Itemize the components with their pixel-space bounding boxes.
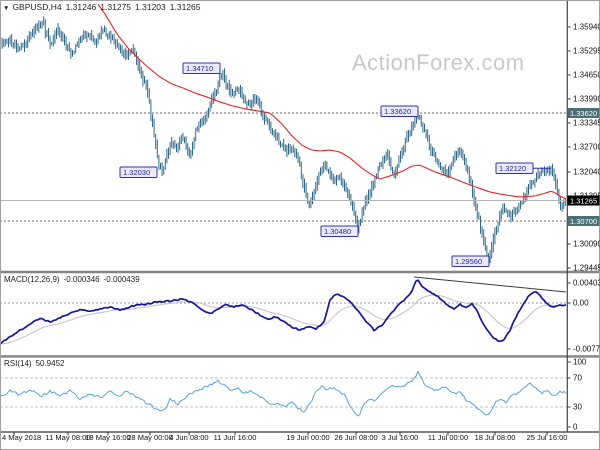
macd-value-signal: -0.000439 — [103, 275, 140, 284]
macd-trendline[interactable] — [413, 276, 567, 293]
time-axis-label: 18 Jul 08:00 — [475, 433, 516, 442]
annotation-label: 1.32030 — [123, 168, 150, 177]
rsi-header: RSI(14) 50.9452 — [4, 359, 64, 368]
annotation-label: 1.29560 — [455, 257, 482, 266]
annotation-box[interactable] — [119, 166, 158, 178]
time-axis-label: 11 May 08:00 — [46, 433, 91, 442]
price-axis-label: 1.30090 — [573, 240, 600, 249]
rsi-axis-label: 70 — [573, 374, 582, 383]
macd-header: MACD(12,26,9) -0.000346 -0.000439 — [4, 275, 140, 284]
price-axis-label: 1.35295 — [573, 47, 600, 56]
rsi-axis-label: 0 — [573, 423, 578, 432]
price-axis-label: 1.34650 — [573, 71, 600, 80]
time-axis-label: 26 Jun 08:00 — [334, 433, 377, 442]
price-axis-label: 1.33345 — [573, 119, 600, 128]
symbol-dropdown-icon[interactable]: ▼ — [3, 5, 10, 12]
macd-axis-label: 0.00403 — [573, 279, 600, 288]
macd-axis-label: 0.00 — [573, 299, 589, 308]
rsi-indicator-label: RSI(14) — [4, 359, 32, 368]
time-axis-label: 19 Jun 00:00 — [286, 433, 329, 442]
quote-open: 1.31246 — [65, 2, 97, 12]
quote-close: 1.31265 — [169, 2, 201, 12]
price-annotation-1.32030[interactable]: 1.32030 — [119, 166, 158, 178]
annotation-label: 1.33620 — [384, 107, 411, 116]
price-annotation-1.32120[interactable]: 1.32120 — [495, 162, 551, 174]
rsi-axis-label: 30 — [573, 403, 582, 412]
time-axis-label: 18 May 16:00 — [85, 433, 130, 442]
price-badge-1.30700 — [567, 216, 600, 226]
time-axis-label: 11 Jun 16:00 — [214, 433, 257, 442]
time-axis-label: 4 May 2018 — [2, 433, 41, 442]
annotation-box[interactable] — [182, 62, 221, 74]
time-axis-label: 4 Jun 08:00 — [169, 433, 208, 442]
price-badge-1.33620 — [567, 108, 600, 118]
annotation-box[interactable] — [451, 255, 490, 267]
time-axis-label: 11 Jul 00:00 — [428, 433, 468, 442]
macd-axis-label: -0.007711 — [573, 345, 600, 354]
title-bar: ▼ GBPUSD,H4 1.31246 1.31275 1.31203 1.31265 — [3, 2, 201, 12]
macd-value-main: -0.000346 — [63, 275, 100, 284]
price-axis-label: 1.32700 — [573, 143, 600, 152]
symbol-timeframe: GBPUSD,H4 — [12, 2, 62, 12]
rsi-line — [0, 370, 567, 417]
annotation-box[interactable] — [380, 105, 419, 117]
price-annotation-1.33620[interactable]: 1.33620 — [380, 105, 419, 117]
watermark: ActionForex.com — [352, 50, 525, 75]
price-badge-label: 1.30700 — [570, 217, 597, 226]
price-badge-label: 1.31265 — [570, 196, 597, 205]
rsi-value: 50.9452 — [35, 359, 65, 368]
quote-low: 1.31203 — [135, 2, 166, 12]
price-annotation-1.30480[interactable]: 1.30480 — [320, 225, 359, 237]
price-annotation-1.34710[interactable]: 1.34710 — [182, 62, 221, 74]
annotation-box[interactable] — [495, 162, 534, 174]
price-axis-label: 1.32040 — [573, 168, 600, 177]
time-axis-label: 3 Jul 16:00 — [382, 433, 419, 442]
price-axis-label: 1.35940 — [573, 23, 600, 32]
rsi-axis-label: 100 — [573, 358, 587, 367]
time-axis-label: 28 May 00:00 — [127, 433, 172, 442]
price-badge-1.31265 — [567, 195, 600, 206]
moving-average-line[interactable] — [97, 3, 567, 200]
annotation-label: 1.34710 — [186, 64, 213, 73]
macd-main-line — [0, 279, 567, 346]
macd-indicator-label: MACD(12,26,9) — [4, 275, 60, 284]
annotation-label: 1.32120 — [499, 164, 526, 173]
time-axis-label: 25 Jul 16:00 — [527, 433, 568, 442]
quote-high: 1.31275 — [100, 2, 132, 12]
price-badge-label: 1.33620 — [570, 109, 597, 118]
price-axis-label: 1.33990 — [573, 95, 600, 104]
price-axis-label: 1.29445 — [573, 264, 600, 273]
annotation-label: 1.30480 — [324, 227, 351, 236]
annotation-box[interactable] — [320, 225, 359, 237]
price-annotation-1.29560[interactable]: 1.29560 — [451, 255, 490, 267]
annotation-connector — [533, 167, 551, 169]
